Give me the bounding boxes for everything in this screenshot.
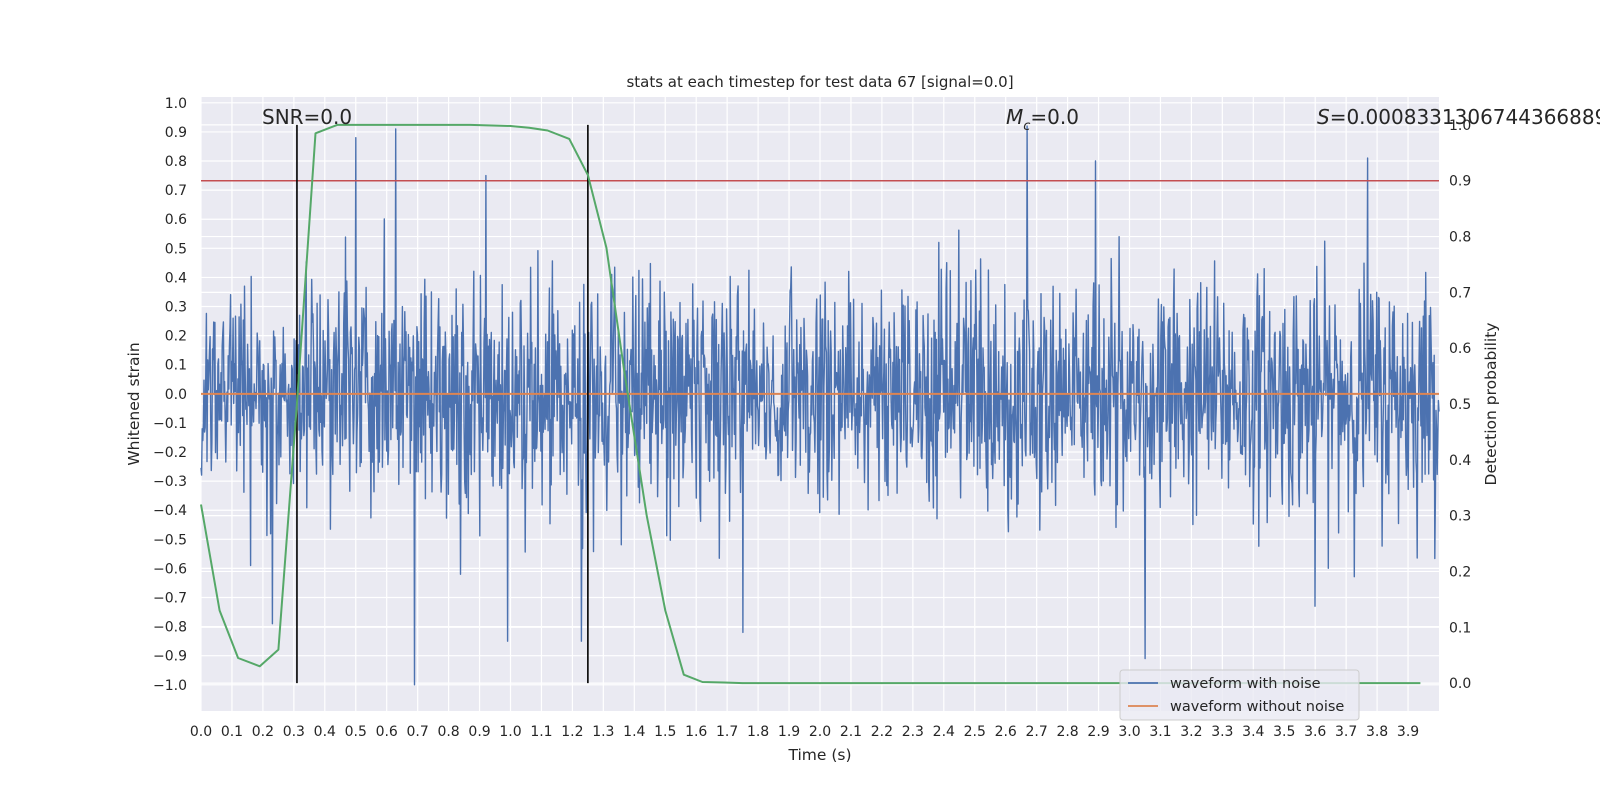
legend-label-clean: waveform without noise bbox=[1170, 699, 1344, 715]
axes: 0.0 0.1 0.2 0.3 0.4 0.5 0.6 0.7 0.8 0.9 1.0 1.1 1.2 1… bbox=[153, 96, 1471, 740]
y-tick-label: 0.7 bbox=[165, 183, 187, 199]
y-tick-label: −0.8 bbox=[153, 620, 187, 636]
x-axis-label: Time (s) bbox=[787, 746, 851, 764]
y2-tick-label: 0.9 bbox=[1449, 174, 1471, 190]
x-tick-label: 3.9 bbox=[1397, 724, 1419, 740]
x-tick-label: 0.8 bbox=[437, 724, 459, 740]
y2-tick-label: 0.2 bbox=[1449, 564, 1471, 580]
y2-tick-label: 0.5 bbox=[1449, 397, 1471, 413]
x-tick-label: 1.3 bbox=[592, 724, 614, 740]
x-tick-label: 2.7 bbox=[1026, 724, 1048, 740]
chirp-mass-subscript: c bbox=[1023, 119, 1030, 134]
x-tick-label: 3.3 bbox=[1211, 724, 1233, 740]
chirp-mass-symbol: M bbox=[1006, 105, 1023, 129]
y-tick-label: −0.9 bbox=[153, 649, 187, 665]
y2-tick-label: 0.4 bbox=[1449, 453, 1471, 469]
y-tick-label: 0.3 bbox=[165, 300, 187, 316]
x-tick-label: 0.7 bbox=[407, 724, 429, 740]
x-tick-label: 0.2 bbox=[252, 724, 274, 740]
x-tick-label: 0.0 bbox=[190, 724, 212, 740]
s-value: =0.0008331306744366889 bbox=[1330, 105, 1600, 129]
x-tick-label: 0.5 bbox=[345, 724, 367, 740]
y2-tick-label: 0.3 bbox=[1449, 509, 1471, 525]
x-tick-label: 1.5 bbox=[654, 724, 676, 740]
x-tick-label: 1.0 bbox=[499, 724, 521, 740]
snr-annotation: SNR=0.0 bbox=[262, 105, 352, 129]
x-tick-label: 3.5 bbox=[1273, 724, 1295, 740]
y-tick-label: −0.1 bbox=[153, 416, 187, 432]
y2-axis-label: Detection probability bbox=[1482, 323, 1500, 486]
x-tick-label: 0.4 bbox=[314, 724, 336, 740]
y-tick-label: 0.4 bbox=[165, 270, 187, 286]
y-tick-label: −1.0 bbox=[153, 678, 187, 694]
x-tick-label: 1.1 bbox=[530, 724, 552, 740]
y-tick-label: −0.7 bbox=[153, 591, 187, 607]
x-tick-label: 2.8 bbox=[1056, 724, 1078, 740]
y-tick-label: 1.0 bbox=[165, 96, 187, 112]
chirp-mass-value: =0.0 bbox=[1030, 105, 1079, 129]
y2-tick-label: 1.0 bbox=[1449, 118, 1471, 134]
chart-title: stats at each timestep for test data 67 … bbox=[626, 73, 1013, 91]
noisy-waveform-series bbox=[200, 125, 1440, 686]
legend: waveform with noise waveform without noi… bbox=[1119, 669, 1360, 721]
x-tick-label: 1.2 bbox=[561, 724, 583, 740]
legend-label-noise: waveform with noise bbox=[1170, 676, 1321, 692]
y-tick-label: −0.2 bbox=[153, 445, 187, 461]
x-tick-label: 2.1 bbox=[840, 724, 862, 740]
y-tick-label: 0.5 bbox=[165, 241, 187, 257]
x-tick-label: 0.3 bbox=[283, 724, 305, 740]
x-tick-label: 1.4 bbox=[623, 724, 645, 740]
y2-tick-label: 0.7 bbox=[1449, 285, 1471, 301]
x-tick-label: 3.0 bbox=[1118, 724, 1140, 740]
y-tick-label: −0.6 bbox=[153, 561, 187, 577]
y2-tick-label: 0.6 bbox=[1449, 341, 1471, 357]
x-tick-label: 2.6 bbox=[995, 724, 1017, 740]
x-tick-label: 1.9 bbox=[778, 724, 800, 740]
y-tick-label: 0.9 bbox=[165, 125, 187, 141]
noisy-waveform-line bbox=[200, 125, 1440, 686]
x-tick-label: 3.6 bbox=[1304, 724, 1326, 740]
x-tick-label: 3.8 bbox=[1366, 724, 1388, 740]
x-tick-label: 1.7 bbox=[716, 724, 738, 740]
x-tick-label: 2.9 bbox=[1087, 724, 1109, 740]
y-axis-label: Whitened strain bbox=[125, 342, 143, 465]
x-tick-label: 0.6 bbox=[376, 724, 398, 740]
y-tick-label: −0.3 bbox=[153, 474, 187, 490]
x-tick-label: 3.4 bbox=[1242, 724, 1264, 740]
x-tick-label: 1.6 bbox=[685, 724, 707, 740]
x-tick-label: 2.2 bbox=[871, 724, 893, 740]
y-tick-label: 0.1 bbox=[165, 358, 187, 374]
y2-tick-label: 0.8 bbox=[1449, 230, 1471, 246]
y2-tick-label: 0.1 bbox=[1449, 620, 1471, 636]
x-tick-label: 2.4 bbox=[933, 724, 955, 740]
x-tick-label: 3.2 bbox=[1180, 724, 1202, 740]
x-tick-label: 0.9 bbox=[468, 724, 490, 740]
x-tick-label: 0.1 bbox=[221, 724, 243, 740]
y-tick-label: 0.8 bbox=[165, 154, 187, 170]
legend-box bbox=[1119, 669, 1360, 721]
s-symbol: S bbox=[1317, 105, 1330, 129]
x-tick-label: 2.5 bbox=[964, 724, 986, 740]
x-tick-label: 3.7 bbox=[1335, 724, 1357, 740]
chirp-mass-annotation: Mc=0.0 bbox=[1006, 105, 1079, 134]
y2-tick-label: 0.0 bbox=[1449, 676, 1471, 692]
x-tick-label: 2.0 bbox=[809, 724, 831, 740]
y-tick-label: 0.6 bbox=[165, 212, 187, 228]
y-tick-label: −0.5 bbox=[153, 532, 187, 548]
y-tick-label: 0.2 bbox=[165, 329, 187, 345]
s-annotation: S=0.0008331306744366889 bbox=[1317, 105, 1600, 129]
y-tick-label: −0.4 bbox=[153, 503, 187, 519]
x-tick-label: 3.1 bbox=[1149, 724, 1171, 740]
y-tick-label: 0.0 bbox=[165, 387, 187, 403]
x-tick-label: 1.8 bbox=[747, 724, 769, 740]
x-tick-label: 2.3 bbox=[902, 724, 924, 740]
